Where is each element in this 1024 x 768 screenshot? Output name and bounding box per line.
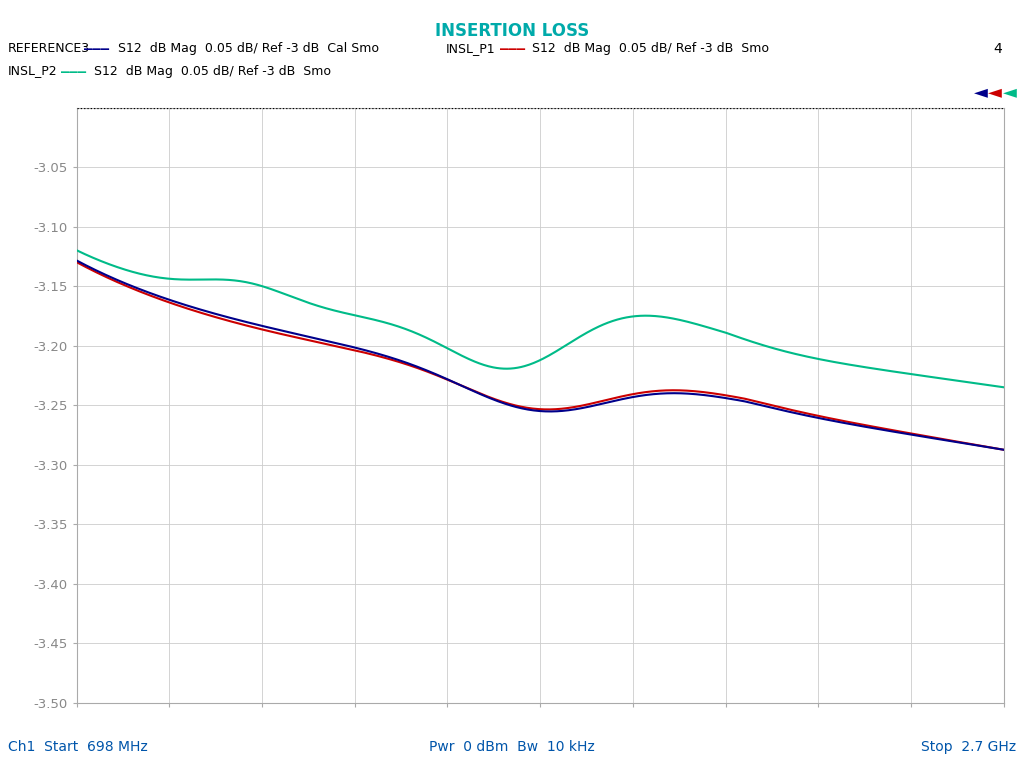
Text: ———: ———: [500, 42, 525, 56]
Text: ◄: ◄: [988, 84, 1002, 101]
Text: ———: ———: [61, 65, 87, 78]
Text: Ch1  Start  698 MHz: Ch1 Start 698 MHz: [8, 740, 147, 754]
Text: ◄: ◄: [1002, 84, 1017, 101]
Text: INSL_P1: INSL_P1: [445, 42, 495, 55]
Text: REFERENCE3: REFERENCE3: [8, 42, 90, 55]
Text: ———: ———: [84, 42, 110, 56]
Text: 4: 4: [993, 42, 1002, 56]
Text: S12  dB Mag  0.05 dB/ Ref -3 dB  Smo: S12 dB Mag 0.05 dB/ Ref -3 dB Smo: [94, 65, 331, 78]
Text: INSL_P2: INSL_P2: [8, 65, 57, 78]
Text: INSERTION LOSS: INSERTION LOSS: [435, 22, 589, 39]
Text: Stop  2.7 GHz: Stop 2.7 GHz: [921, 740, 1016, 754]
Text: S12  dB Mag  0.05 dB/ Ref -3 dB  Smo: S12 dB Mag 0.05 dB/ Ref -3 dB Smo: [532, 42, 769, 55]
Text: Pwr  0 dBm  Bw  10 kHz: Pwr 0 dBm Bw 10 kHz: [429, 740, 595, 754]
Text: S12  dB Mag  0.05 dB/ Ref -3 dB  Cal Smo: S12 dB Mag 0.05 dB/ Ref -3 dB Cal Smo: [118, 42, 379, 55]
Text: ◄: ◄: [974, 84, 988, 101]
